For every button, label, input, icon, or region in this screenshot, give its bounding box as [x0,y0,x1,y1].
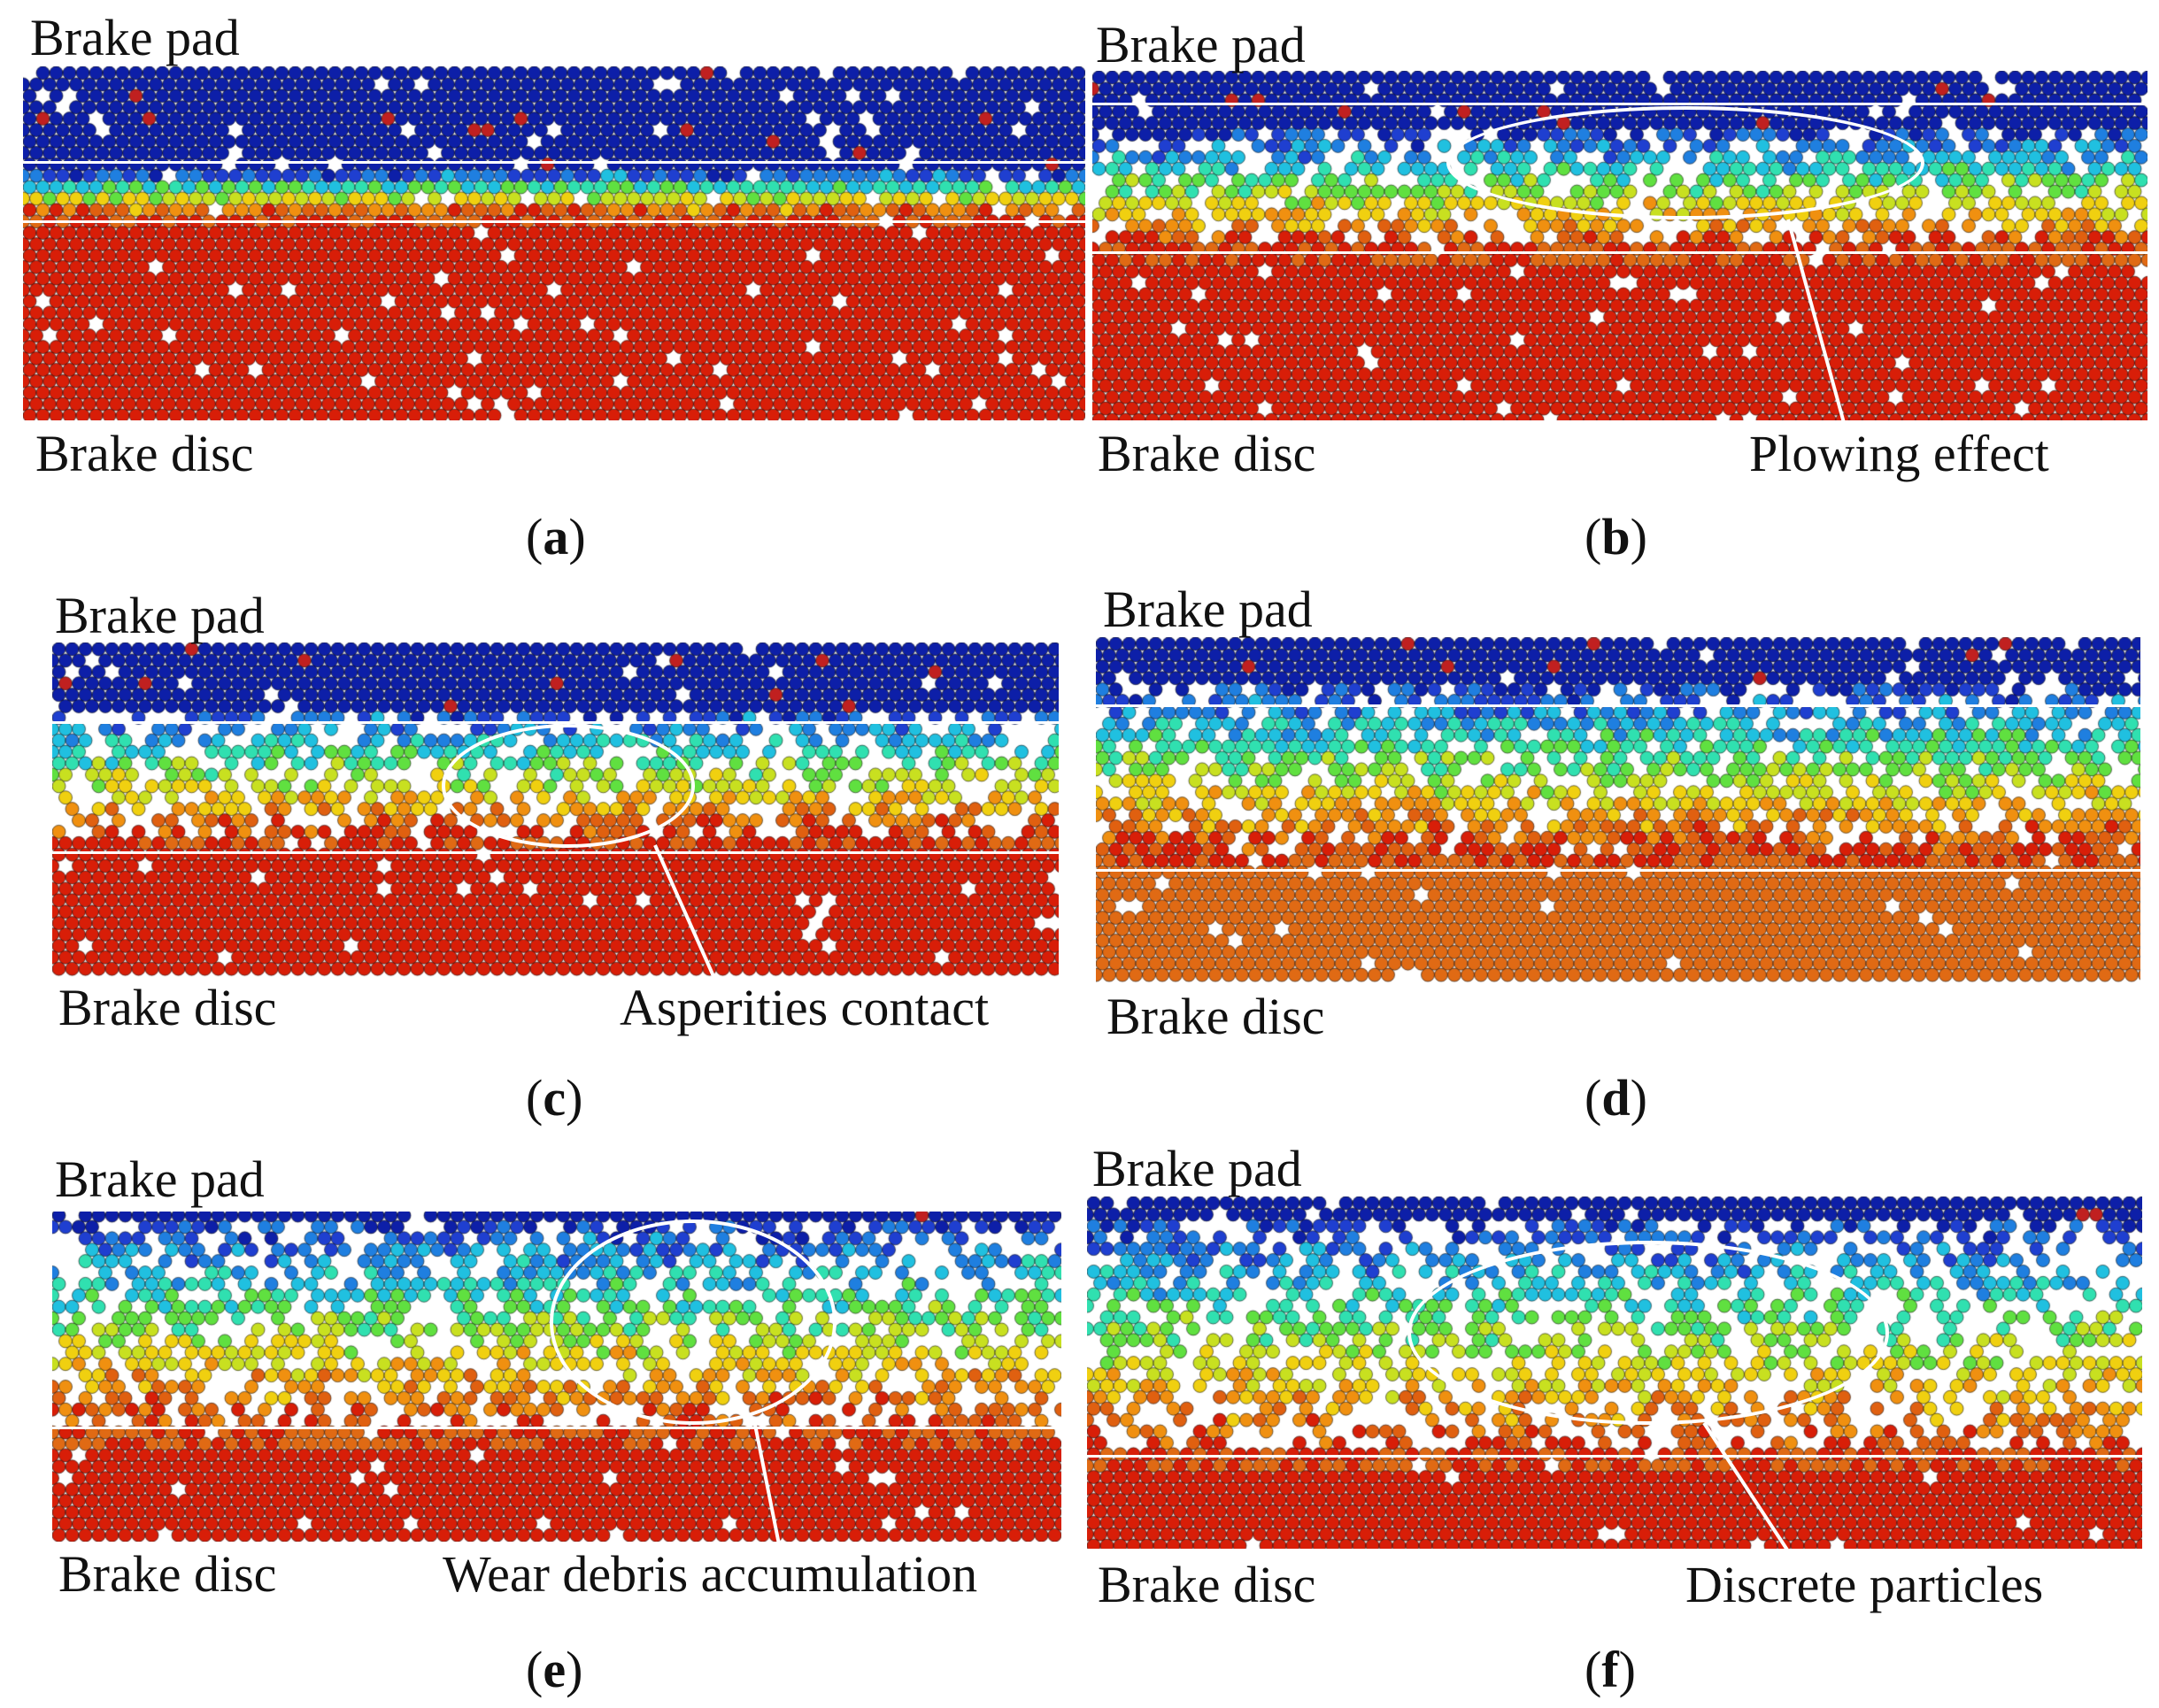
discrete-particles-ellipse [1407,1241,1889,1425]
caption-a: (a) [526,508,586,565]
wear-debris-accumulation-ellipse [550,1219,837,1425]
brake-disc-label-c: Brake disc [58,979,277,1036]
particle-canvas-d [1096,637,2140,982]
brake-pad-label-c: Brake pad [55,587,265,644]
brake-disc-label-f: Brake disc [1098,1556,1316,1613]
particle-simulation-b [1092,71,2147,420]
guide-line-lower-b [1092,251,2147,254]
particle-simulation-a [23,66,1085,420]
discrete-particles-label: Discrete particles [1685,1556,2044,1613]
caption-letter-f: f [1601,1641,1619,1698]
guide-line-lower-e [52,1427,1061,1429]
caption-letter-b: b [1601,508,1631,565]
brake-disc-label-a: Brake disc [35,425,254,482]
guide-line-upper-e [52,1209,1061,1212]
asperities-contact-ellipse [442,724,695,848]
plowing-effect-label: Plowing effect [1749,425,2049,482]
brake-disc-label-e: Brake disc [58,1545,277,1603]
guide-line-lower-d [1096,869,2140,872]
caption-c: (c) [526,1069,583,1127]
particle-simulation-c [52,642,1059,979]
caption-letter-c: c [543,1069,567,1127]
caption-b: (b) [1585,508,1647,565]
guide-line-upper-c [52,721,1059,724]
brake-pad-label-a: Brake pad [30,9,240,66]
plowing-effect-ellipse [1446,106,1924,219]
brake-disc-label-d: Brake disc [1106,988,1325,1045]
caption-letter-a: a [543,508,569,565]
guide-line-lower-f [1087,1455,2142,1458]
caption-f: (f) [1585,1641,1636,1698]
brake-pad-label-f: Brake pad [1092,1140,1302,1197]
brake-pad-label-e: Brake pad [55,1150,265,1208]
caption-letter-e: e [543,1641,567,1698]
guide-line-lower-a [23,220,1085,223]
guide-line-upper-b [1092,103,2147,105]
particle-simulation-d [1096,637,2140,982]
guide-line-upper-d [1096,704,2140,707]
particle-canvas-a [23,66,1085,420]
brake-pad-label-b: Brake pad [1096,16,1306,73]
brake-disc-label-b: Brake disc [1098,425,1316,482]
asperities-contact-label: Asperities contact [620,979,990,1036]
guide-line-upper-a [23,161,1085,164]
caption-d: (d) [1585,1069,1647,1127]
particle-simulation-f [1087,1196,2142,1549]
particle-canvas-e [52,1209,1061,1542]
guide-line-lower-c [52,851,1059,854]
caption-letter-d: d [1601,1069,1631,1127]
caption-e: (e) [526,1641,583,1698]
particle-simulation-e [52,1209,1061,1542]
brake-pad-label-d: Brake pad [1103,581,1313,638]
wear-debris-accumulation-label: Wear debris accumulation [443,1545,978,1603]
